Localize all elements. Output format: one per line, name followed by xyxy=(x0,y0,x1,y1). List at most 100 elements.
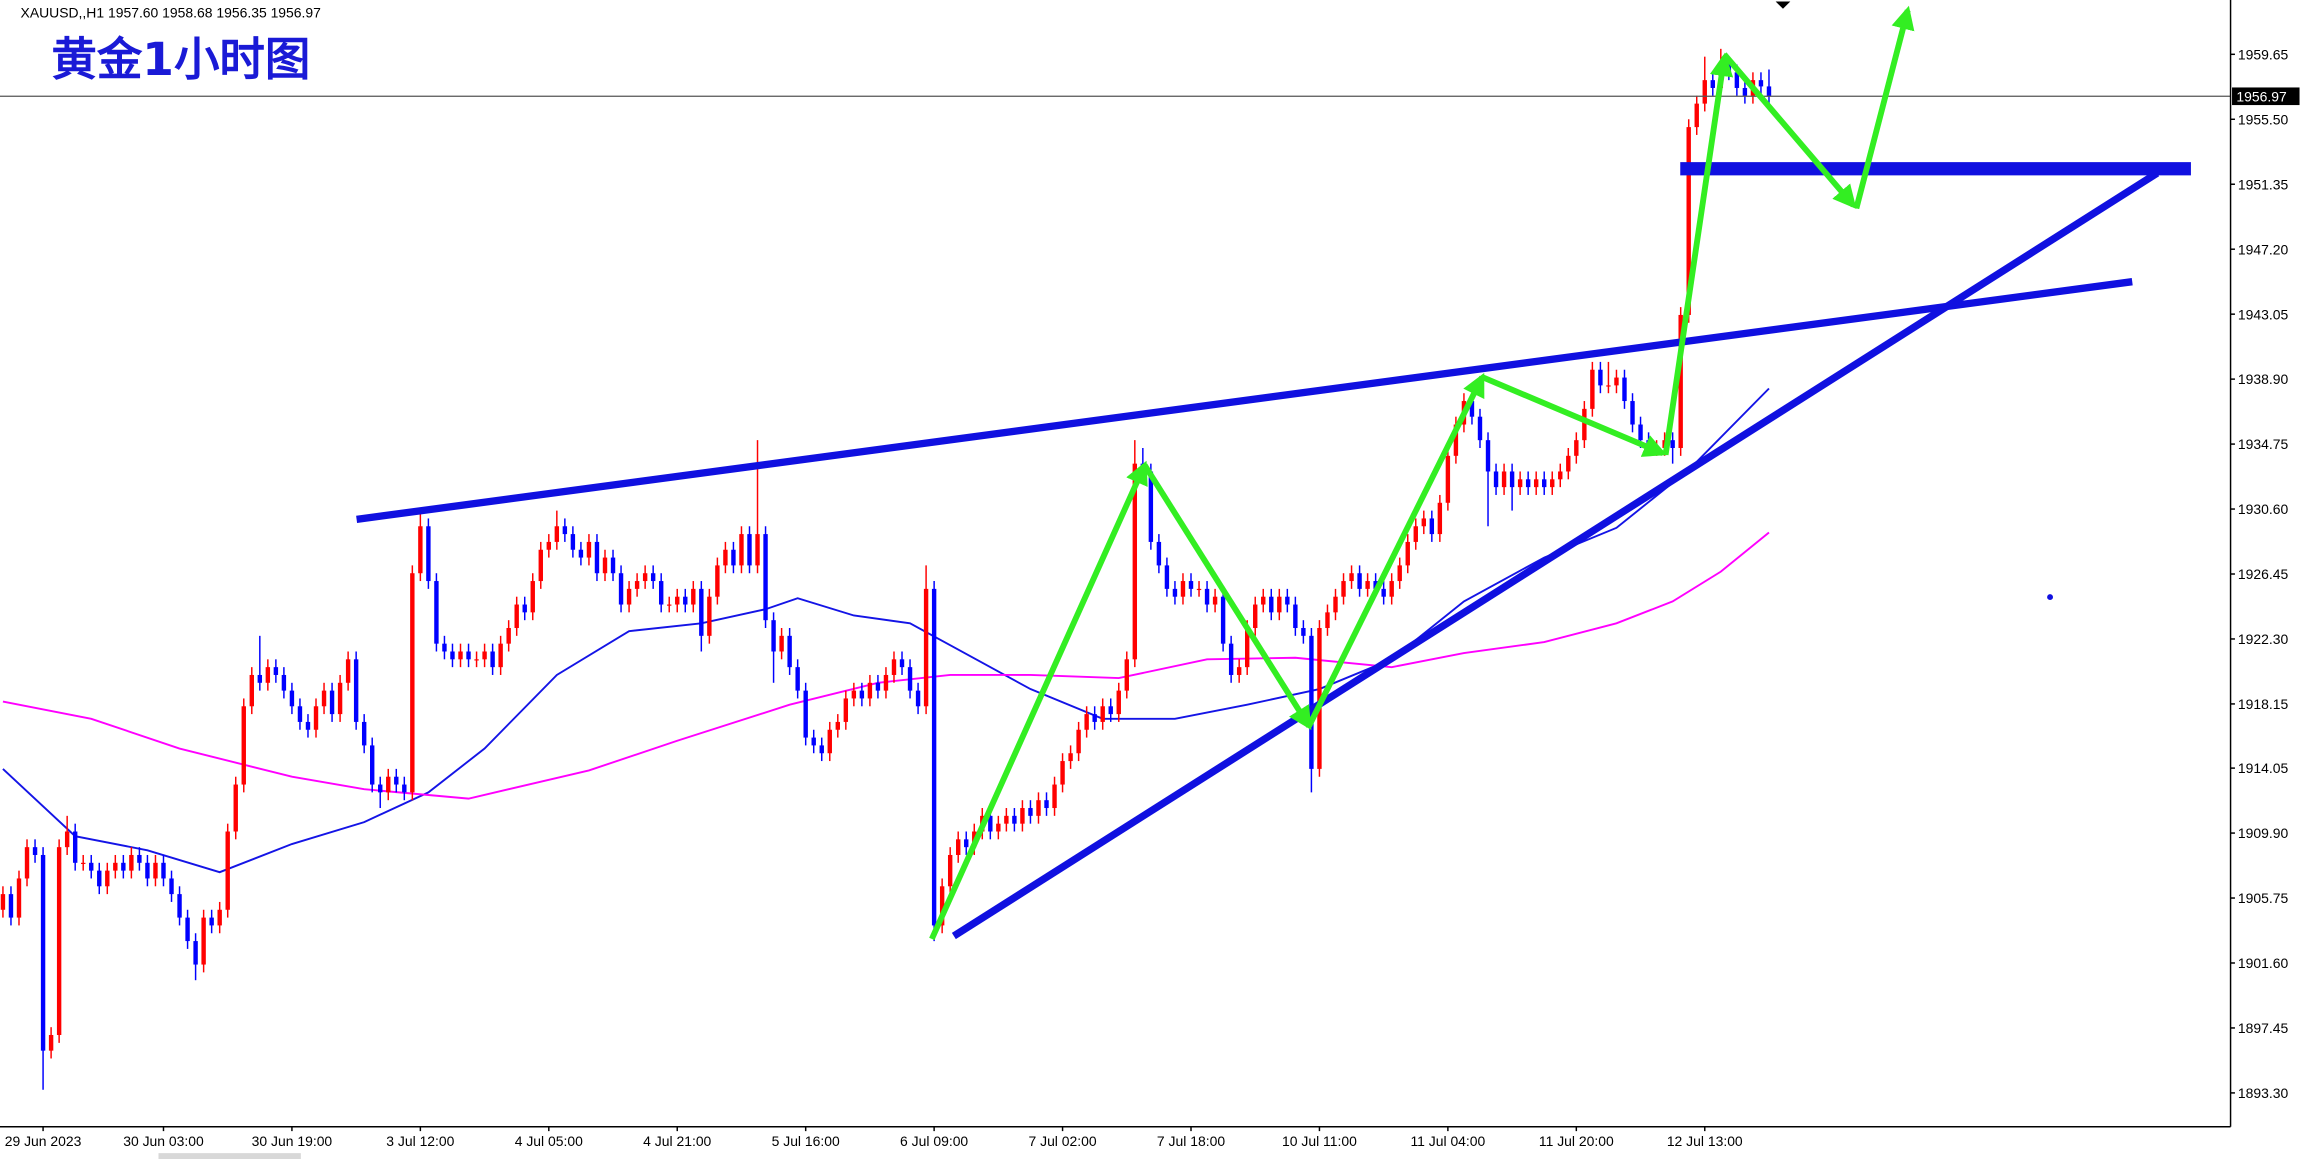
candle-body xyxy=(177,894,182,918)
candle-body xyxy=(562,526,568,535)
candle-body xyxy=(329,690,335,715)
candle-body xyxy=(185,917,190,942)
candle-body xyxy=(1686,127,1691,315)
arrow xyxy=(1481,374,1667,457)
candle-body xyxy=(996,823,1001,832)
x-tick-label: 29 Jun 2023 xyxy=(5,1133,82,1149)
candle-body xyxy=(418,526,423,574)
candle-body xyxy=(594,541,600,574)
candle-body xyxy=(153,862,158,879)
candle-body xyxy=(113,862,118,871)
candle-body xyxy=(747,534,752,566)
candle-body xyxy=(1196,588,1202,591)
candle-body xyxy=(450,651,455,660)
candle-body xyxy=(1325,612,1330,629)
candle-body xyxy=(803,690,808,738)
candle-body xyxy=(56,847,62,1035)
arrow xyxy=(1722,52,1857,209)
x-tick-label: 30 Jun 19:00 xyxy=(252,1133,333,1149)
arrow xyxy=(1306,372,1485,728)
candle-body xyxy=(1116,690,1121,715)
scrollbar xyxy=(158,1153,301,1159)
resistance-line xyxy=(356,278,2133,523)
candle-body xyxy=(675,596,680,605)
candle-body xyxy=(345,659,351,683)
candle-body xyxy=(1670,440,1675,448)
x-tick-label: 7 Jul 18:00 xyxy=(1157,1133,1225,1149)
candle-body xyxy=(1092,714,1097,722)
candle-body xyxy=(795,667,800,691)
candle-body xyxy=(474,659,479,661)
symbol-info: XAUUSD,,H1 1957.60 1958.68 1956.35 1956.… xyxy=(21,5,322,21)
candle-body xyxy=(313,706,319,730)
candle-body xyxy=(843,698,849,722)
candle-body xyxy=(650,573,656,582)
y-tick-label: 1959.65 xyxy=(2238,46,2289,62)
x-tick-label: 12 Jul 13:00 xyxy=(1667,1133,1743,1149)
arrow-path xyxy=(929,5,1915,941)
candle-body xyxy=(731,549,736,566)
candle-body xyxy=(72,831,78,863)
candle-body xyxy=(265,667,271,683)
candle-body xyxy=(683,596,688,605)
x-tick-label: 4 Jul 05:00 xyxy=(515,1133,583,1149)
candle-body xyxy=(1517,479,1523,488)
candle-body xyxy=(570,534,576,550)
y-tick-label: 1893.30 xyxy=(2238,1085,2289,1101)
candle-body xyxy=(546,541,552,550)
candle-body xyxy=(40,854,46,1051)
candle-body xyxy=(305,721,311,730)
candle-body xyxy=(931,588,937,926)
candle-body xyxy=(1437,502,1443,535)
candle-body xyxy=(658,581,664,605)
candle-body xyxy=(1172,588,1178,597)
candle-body xyxy=(458,651,463,660)
candle-body xyxy=(763,534,768,621)
candle-body xyxy=(1453,424,1459,456)
candle-body xyxy=(707,596,712,636)
candle-body xyxy=(667,604,672,606)
candle-body xyxy=(361,721,367,746)
candle-body xyxy=(1405,541,1410,566)
candle-body xyxy=(321,690,327,707)
candle-body xyxy=(907,667,913,691)
candle-body xyxy=(337,682,343,715)
candle-body xyxy=(642,573,648,582)
candle-body xyxy=(755,534,760,566)
candle-body xyxy=(442,643,447,652)
candle-body xyxy=(1550,479,1555,488)
candle-body xyxy=(827,729,832,754)
candle-body xyxy=(1148,471,1154,542)
candle-body xyxy=(1261,596,1266,605)
candle-body xyxy=(121,862,126,871)
candle-body xyxy=(1341,581,1346,597)
candle-body xyxy=(522,604,527,613)
candle-body xyxy=(538,549,543,582)
candle-body xyxy=(578,549,584,558)
candle-body xyxy=(626,588,632,605)
candle-body xyxy=(530,581,535,613)
candle-body xyxy=(988,815,993,832)
candle-body xyxy=(1108,706,1113,715)
candle-body xyxy=(482,651,487,660)
y-tick-label: 1909.90 xyxy=(2238,825,2289,841)
axes: 1959.65 1955.50 1951.35 1947.20 1943.05 1938.… xyxy=(5,46,2300,1149)
candle-body xyxy=(1333,596,1338,613)
candle-body xyxy=(1678,314,1683,448)
candle-body xyxy=(875,682,881,691)
candle-body xyxy=(434,581,439,644)
candle-body xyxy=(16,878,22,918)
arrow xyxy=(1853,5,1915,210)
marker-dot xyxy=(2047,594,2053,601)
candle-body xyxy=(394,776,399,785)
candle-body xyxy=(97,870,102,887)
candle-body xyxy=(1421,518,1427,527)
candle-body xyxy=(48,1034,54,1051)
y-tick-label: 1918.15 xyxy=(2238,696,2289,712)
y-tick-label: 1934.75 xyxy=(2238,436,2289,452)
x-tick-label: 6 Jul 09:00 xyxy=(900,1133,968,1149)
shift-marker xyxy=(1775,1,1791,9)
candle-body xyxy=(1244,628,1250,668)
